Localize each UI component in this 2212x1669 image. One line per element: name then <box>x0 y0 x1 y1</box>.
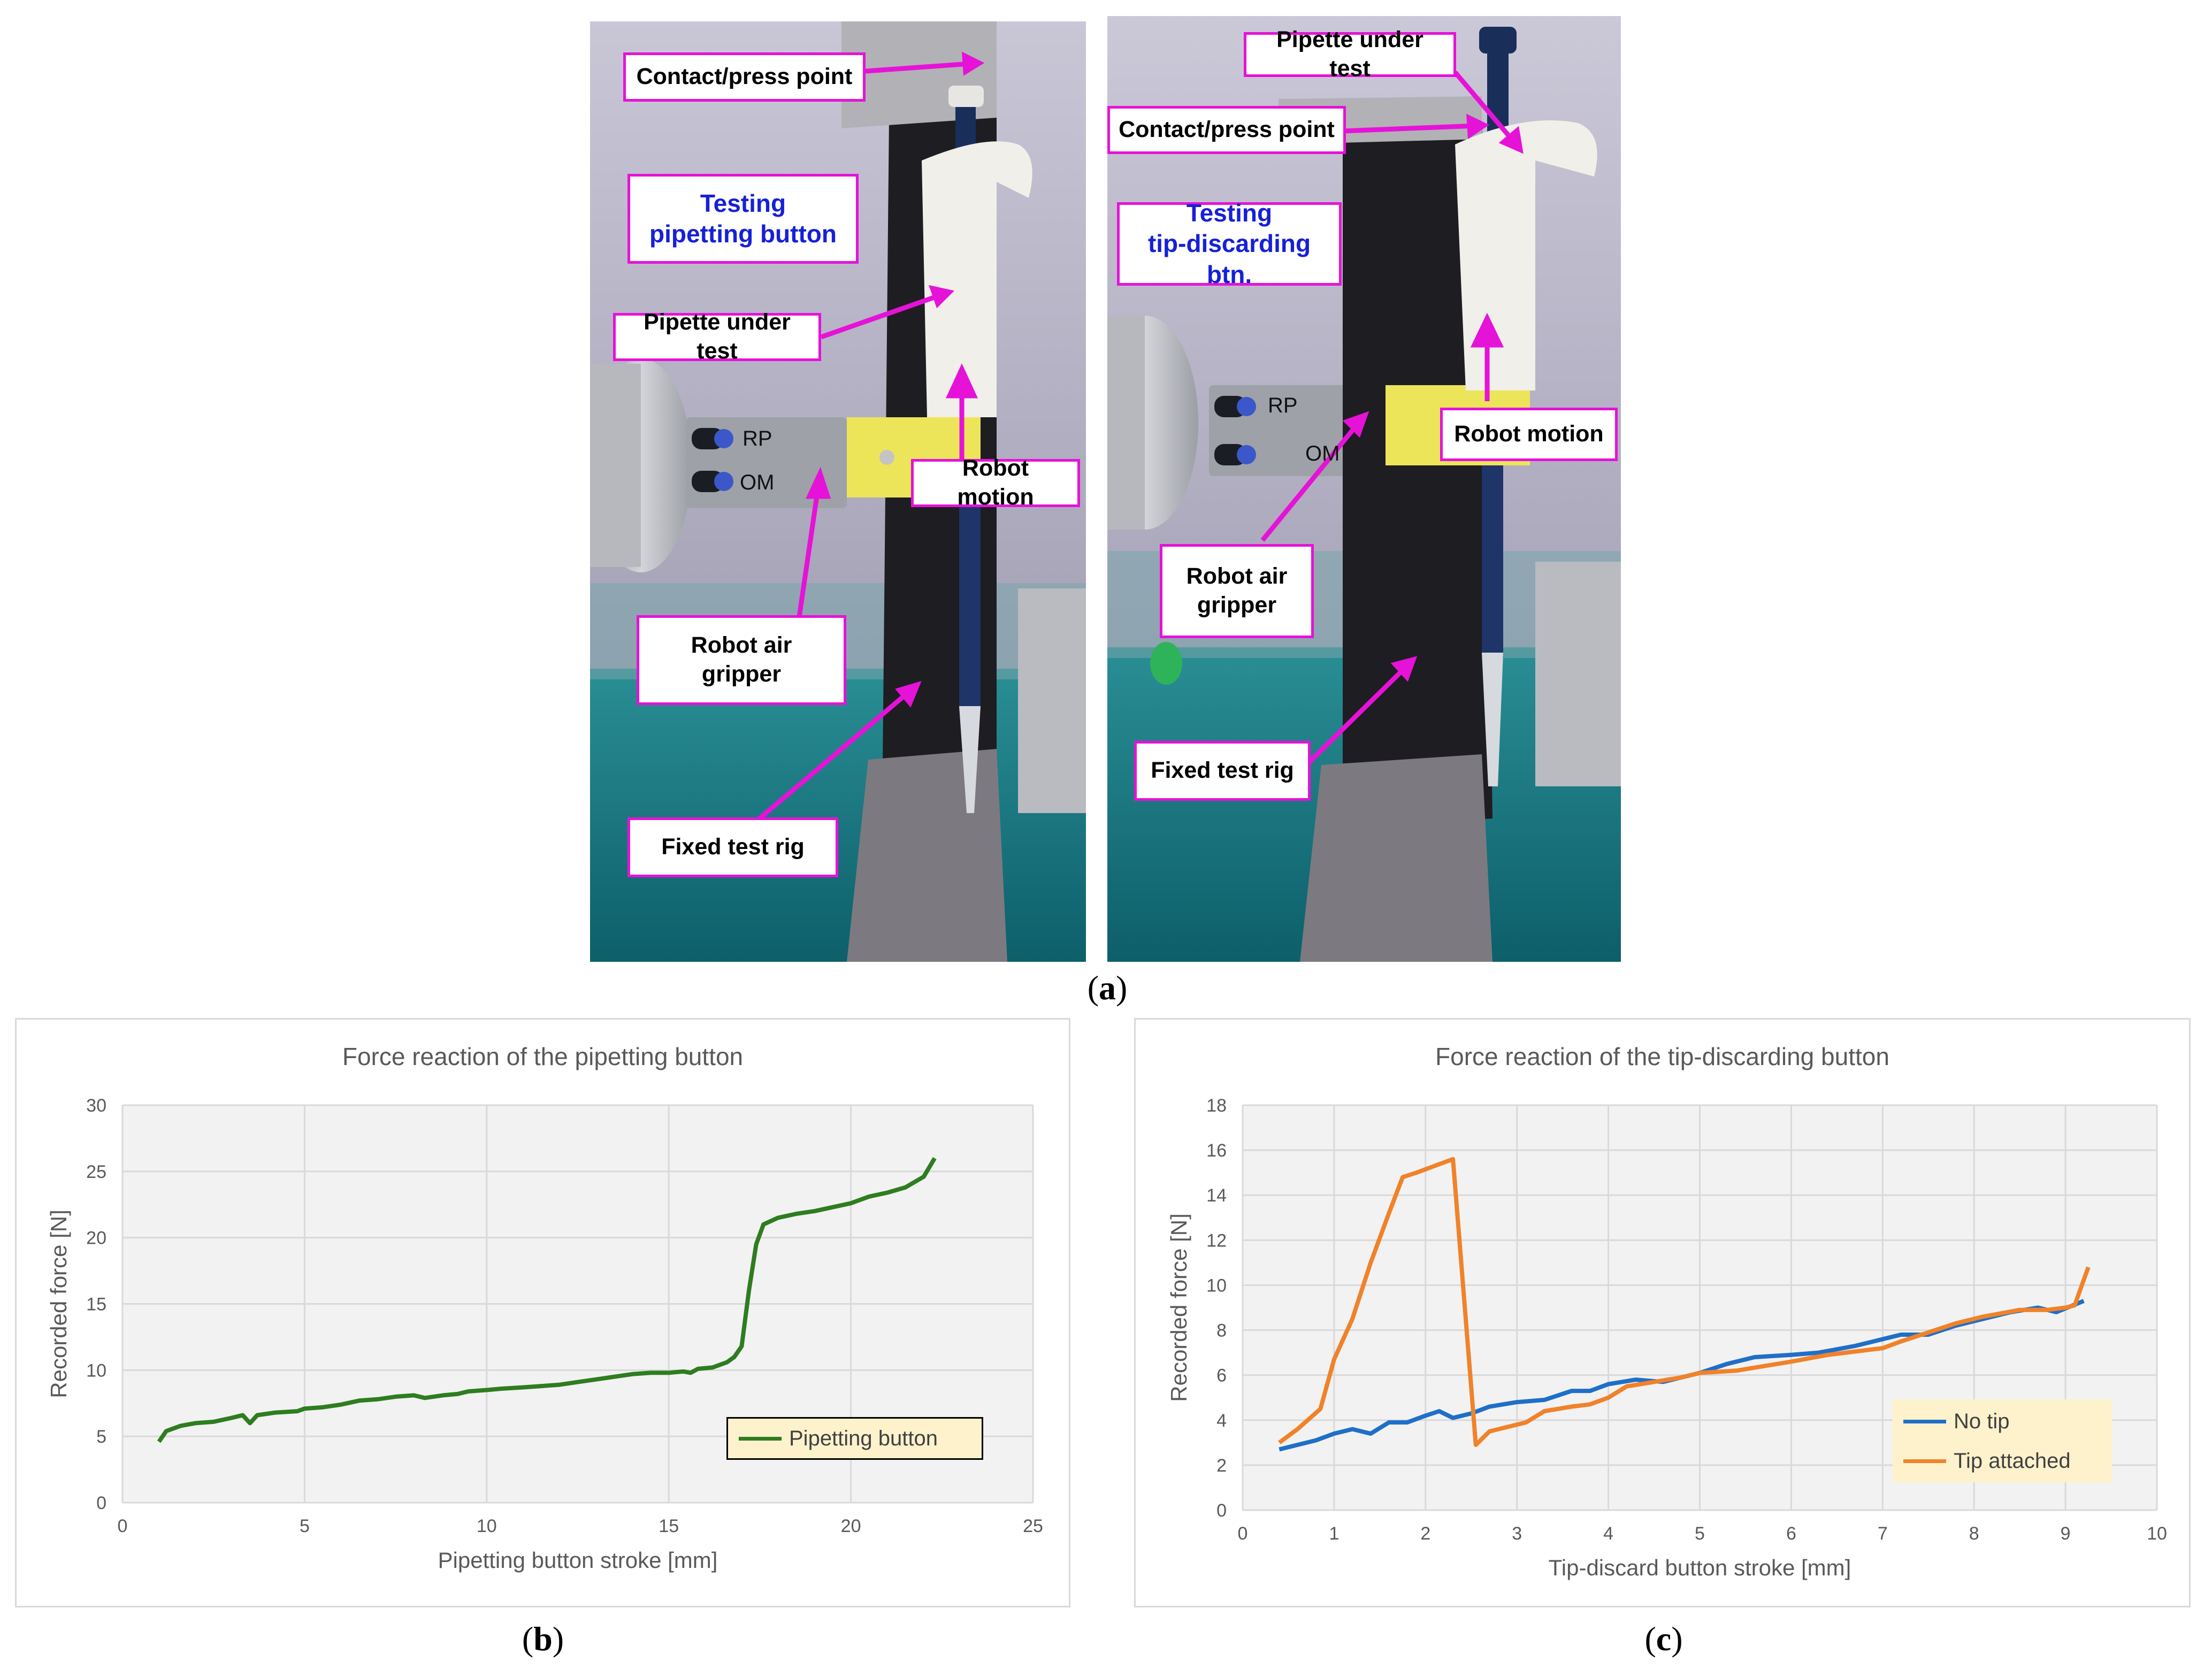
y-tick-label: 25 <box>86 1162 106 1182</box>
photo-pipetting-test: Contact/press point Testing pipetting bu… <box>590 21 1086 962</box>
legend-label: Tip attached <box>1954 1449 2071 1473</box>
chart-plot: 0 5 10 15 20 25 0 5 10 15 20 25 30 Pipetting button s… <box>46 1096 1043 1573</box>
x-tick-label: 5 <box>1695 1523 1705 1544</box>
gripper-mark-rp: RP <box>1268 394 1298 417</box>
x-tick-label: 10 <box>2147 1523 2167 1544</box>
y-tick-label: 20 <box>86 1228 106 1249</box>
legend-item: Tip attached <box>1893 1441 2112 1481</box>
x-tick-label: 15 <box>659 1516 679 1536</box>
y-axis-label: Recorded force [N] <box>1166 1213 1191 1402</box>
callout-contact-point: Contact/press point <box>1107 106 1346 154</box>
callout-robot-motion: Robot motion <box>911 455 1080 510</box>
x-axis-label: Pipetting button stroke [mm] <box>438 1548 718 1573</box>
x-tick-label: 4 <box>1603 1523 1613 1544</box>
x-tick-label: 0 <box>1238 1523 1248 1544</box>
y-tick-label: 14 <box>1206 1185 1227 1206</box>
x-tick-label: 25 <box>1023 1516 1043 1536</box>
photo-tip-discard-test: Pipette under test Contact/press point T… <box>1107 16 1621 962</box>
legend-item: Pipetting button <box>728 1419 982 1458</box>
y-axis-label: Recorded force [N] <box>46 1209 71 1398</box>
y-tick-label: 4 <box>1216 1411 1227 1431</box>
callout-pipette-under-test: Pipette under test <box>1244 27 1456 81</box>
y-tick-label: 6 <box>1216 1366 1227 1386</box>
x-tick-label: 2 <box>1420 1523 1430 1544</box>
y-tick-label: 5 <box>96 1427 106 1447</box>
legend-item: No tip <box>1893 1402 2112 1441</box>
x-tick-label: 9 <box>2061 1523 2071 1544</box>
callout-fixed-test-rig: Fixed test rig <box>627 817 838 877</box>
x-tick-label: 3 <box>1512 1523 1522 1544</box>
callout-testing-label: Testing pipetting button <box>627 174 859 264</box>
photo-scene <box>1107 16 1621 962</box>
callout-pipette-under-test: Pipette under test <box>613 309 821 364</box>
chart-legend: No tip Tip attached <box>1893 1399 2112 1482</box>
y-tick-label: 16 <box>1206 1140 1227 1161</box>
panel-label-c: (c) <box>1644 1620 1683 1658</box>
gripper-mark-om: OM <box>740 471 775 494</box>
x-axis-label: Tip-discard button stroke [mm] <box>1549 1555 1851 1580</box>
callout-robot-gripper: Robot air gripper <box>1160 544 1314 638</box>
chart-c-frame: Force reaction of the tip-discarding but… <box>1134 1018 2191 1607</box>
x-tick-label: 0 <box>118 1516 128 1536</box>
chart-legend: Pipetting button <box>726 1417 983 1460</box>
gripper-mark-rp: RP <box>743 427 772 450</box>
callout-contact-point: Contact/press point <box>623 52 866 102</box>
x-tick-label: 5 <box>300 1516 310 1536</box>
callout-fixed-test-rig: Fixed test rig <box>1134 741 1311 801</box>
y-tick-label: 10 <box>1206 1275 1227 1296</box>
callout-robot-motion: Robot motion <box>1440 408 1618 461</box>
chart-b-frame: Force reaction of the pipetting button 0… <box>15 1018 1070 1607</box>
y-tick-label: 30 <box>86 1096 106 1116</box>
gripper-mark-om: OM <box>1305 442 1340 465</box>
legend-swatch <box>1903 1419 1946 1423</box>
x-tick-label: 6 <box>1786 1523 1796 1544</box>
y-tick-label: 2 <box>1216 1456 1227 1476</box>
y-tick-label: 8 <box>1216 1321 1227 1341</box>
y-tick-label: 15 <box>86 1295 106 1315</box>
chart-title: Force reaction of the pipetting button <box>342 1043 744 1070</box>
y-tick-label: 0 <box>1216 1500 1227 1521</box>
legend-swatch <box>739 1436 782 1441</box>
series-line-tip-attached <box>1278 1157 2091 1447</box>
y-tick-label: 18 <box>1206 1096 1227 1116</box>
panel-label-b: (b) <box>522 1620 564 1658</box>
legend-label: No tip <box>1954 1409 2010 1433</box>
panel-label-a: (a) <box>1087 969 1128 1007</box>
y-tick-label: 0 <box>96 1493 106 1513</box>
y-tick-label: 12 <box>1206 1230 1227 1251</box>
x-tick-label: 8 <box>1969 1523 1979 1544</box>
legend-label: Pipetting button <box>789 1426 938 1450</box>
series-line-pipetting-button <box>157 1157 937 1443</box>
x-tick-label: 20 <box>841 1516 861 1536</box>
y-tick-label: 10 <box>86 1360 106 1381</box>
x-tick-label: 10 <box>477 1516 497 1536</box>
callout-robot-gripper: Robot air gripper <box>637 615 846 705</box>
x-tick-label: 7 <box>1878 1523 1888 1544</box>
chart-title: Force reaction of the tip-discarding but… <box>1435 1043 1889 1070</box>
x-tick-label: 1 <box>1329 1523 1339 1544</box>
legend-swatch <box>1903 1459 1946 1463</box>
callout-testing-label: Testing tip-discarding btn. <box>1117 199 1342 288</box>
